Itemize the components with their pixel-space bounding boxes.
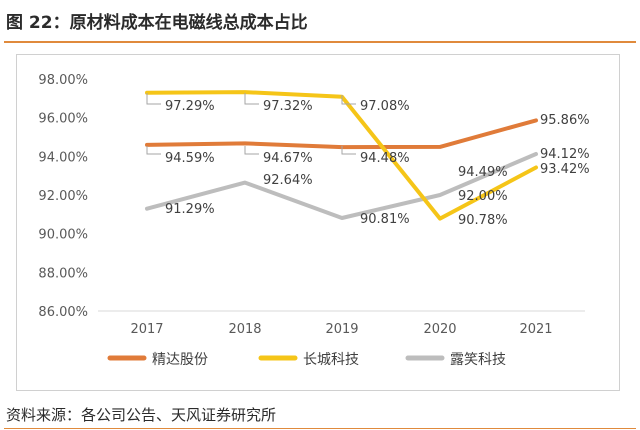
footer-divider bbox=[4, 428, 636, 429]
legend-label: 精达股份 bbox=[152, 352, 208, 368]
y-tick-label: 86.00% bbox=[38, 305, 88, 320]
y-tick-label: 96.00% bbox=[38, 112, 88, 127]
data-labels: 94.59% 94.67% 94.48% 94.49% 95.86% 97.29% 97.3… bbox=[165, 99, 590, 228]
data-label-2-4: 94.12% bbox=[540, 147, 590, 162]
y-axis: 86.00% 88.00% 90.00% 92.00% 94.00% 96.00% 98.0… bbox=[38, 73, 88, 320]
chart-frame bbox=[16, 54, 620, 391]
data-label-1-2: 97.08% bbox=[360, 99, 410, 114]
data-label-1-4: 93.42% bbox=[540, 162, 590, 177]
data-label-2-1: 92.64% bbox=[263, 173, 313, 188]
legend-label: 露笑科技 bbox=[450, 352, 506, 368]
line-chart: 86.00% 88.00% 90.00% 92.00% 94.00% 96.00% 98.0… bbox=[38, 73, 590, 368]
data-label-1-3: 90.78% bbox=[458, 213, 508, 228]
x-tick-label: 2018 bbox=[228, 322, 261, 337]
x-tick-label: 2020 bbox=[423, 322, 456, 337]
data-label-1-0: 97.29% bbox=[165, 99, 215, 114]
source-note: 资料来源：各公司公告、天风证券研究所 bbox=[6, 406, 277, 424]
y-tick-label: 90.00% bbox=[38, 228, 88, 243]
x-tick-label: 2017 bbox=[130, 322, 163, 337]
leader-line bbox=[146, 146, 161, 155]
leader-lines bbox=[146, 93, 356, 155]
data-label-0-3: 94.49% bbox=[458, 165, 508, 180]
data-label-2-0: 91.29% bbox=[165, 202, 215, 217]
x-tick-label: 2021 bbox=[519, 322, 552, 337]
legend-label: 长城科技 bbox=[303, 352, 359, 368]
series-line-2 bbox=[145, 152, 538, 220]
legend-item: 露笑科技 bbox=[405, 352, 506, 368]
y-tick-label: 88.00% bbox=[38, 266, 88, 281]
data-label-0-4: 95.86% bbox=[540, 113, 590, 128]
chart-legend: 精达股份 长城科技 露笑科技 bbox=[107, 352, 506, 368]
leader-line bbox=[341, 146, 356, 155]
leader-line bbox=[146, 93, 161, 105]
data-label-2-3: 92.00% bbox=[458, 189, 508, 204]
data-label-0-0: 94.59% bbox=[165, 151, 215, 166]
y-tick-label: 98.00% bbox=[38, 73, 88, 88]
leader-line bbox=[244, 146, 259, 155]
x-tick-label: 2019 bbox=[325, 322, 358, 337]
leader-line bbox=[244, 93, 259, 105]
leader-line bbox=[341, 95, 356, 105]
series-line-0 bbox=[145, 118, 538, 150]
data-label-1-1: 97.32% bbox=[263, 99, 313, 114]
title-divider bbox=[4, 41, 636, 43]
y-tick-label: 94.00% bbox=[38, 150, 88, 165]
figure-title: 图 22：原材料成本在电磁线总成本占比 bbox=[6, 13, 308, 33]
legend-item: 长城科技 bbox=[258, 352, 359, 368]
y-tick-label: 92.00% bbox=[38, 189, 88, 204]
data-label-0-2: 94.48% bbox=[360, 151, 410, 166]
data-label-0-1: 94.67% bbox=[263, 151, 313, 166]
x-axis: 2017 2018 2019 2020 2021 bbox=[98, 310, 585, 337]
legend-item: 精达股份 bbox=[107, 352, 208, 368]
data-label-2-2: 90.81% bbox=[360, 212, 410, 227]
